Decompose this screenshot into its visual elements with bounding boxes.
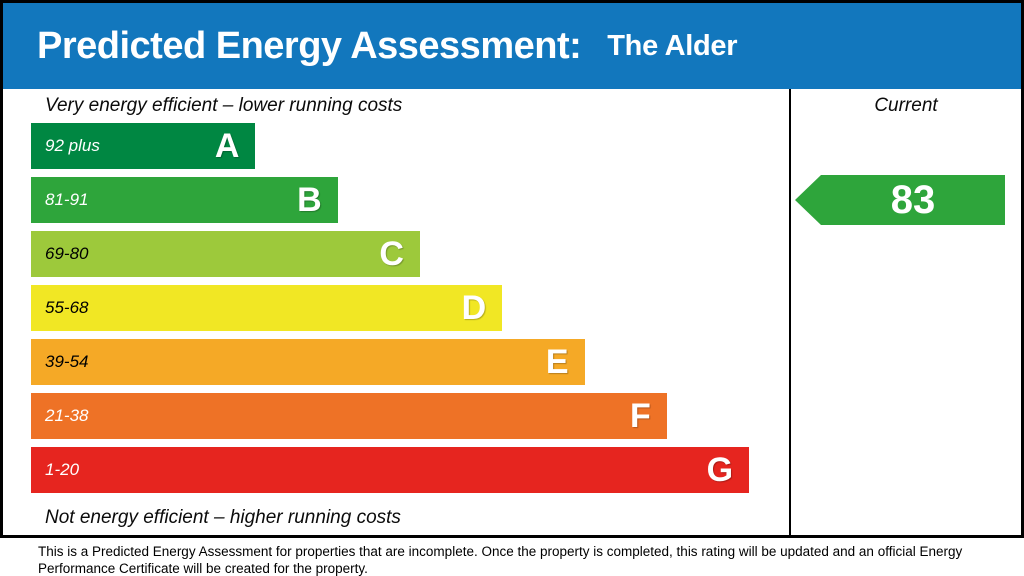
- band-e-letter: E: [545, 343, 569, 381]
- band-c-range: 69-80: [45, 244, 89, 263]
- band-e-range: 39-54: [45, 352, 89, 371]
- band-d-range: 55-68: [45, 298, 89, 317]
- band-a-bar: 92 plus A: [31, 123, 256, 169]
- band-d-letter: D: [461, 289, 487, 327]
- current-rating-arrow-body: 83: [821, 175, 1005, 225]
- band-b-range: 81-91: [45, 190, 89, 209]
- band-row-c: 69-80 C: [31, 231, 779, 285]
- band-a-letter: A: [214, 127, 240, 165]
- current-rating-value: 83: [890, 178, 936, 222]
- band-row-a: 92 plus A: [31, 123, 779, 177]
- band-row-e: 39-54 E: [31, 339, 779, 393]
- band-a-range: 92 plus: [45, 136, 100, 155]
- current-rating-column: Current 83: [789, 89, 1021, 535]
- property-name: The Alder: [607, 29, 738, 62]
- band-c-letter: C: [379, 235, 404, 273]
- band-e-bar: 39-54 E: [31, 339, 585, 385]
- band-g-range: 1-20: [45, 460, 80, 479]
- band-row-g: 1-20 G: [31, 447, 779, 501]
- top-scale-label: Very energy efficient – lower running co…: [45, 95, 403, 116]
- current-column-header: Current: [874, 95, 938, 116]
- band-g-bar: 1-20 G: [31, 447, 750, 493]
- band-g-letter: G: [706, 451, 734, 489]
- band-d-bar: 55-68 D: [31, 285, 503, 331]
- band-c-bar: 69-80 C: [31, 231, 420, 277]
- band-row-f: 21-38 F: [31, 393, 779, 447]
- epc-chart-box: Predicted Energy Assessment: The Alder V…: [0, 0, 1024, 538]
- band-row-b: 81-91 B: [31, 177, 779, 231]
- band-b-letter: B: [297, 181, 322, 219]
- disclaimer-text: This is a Predicted Energy Assessment fo…: [38, 544, 963, 576]
- rating-scale: Very energy efficient – lower running co…: [3, 89, 789, 535]
- band-b-bar: 81-91 B: [31, 177, 338, 223]
- band-f-letter: F: [630, 397, 651, 435]
- header: Predicted Energy Assessment: The Alder: [3, 3, 1021, 89]
- chart-area: Very energy efficient – lower running co…: [3, 89, 1021, 535]
- page-title: Predicted Energy Assessment:: [37, 24, 582, 67]
- current-rating-arrow: 83: [795, 175, 1005, 225]
- arrow-left-point-icon: [795, 175, 821, 225]
- band-row-d: 55-68 D: [31, 285, 779, 339]
- band-f-range: 21-38: [45, 406, 89, 425]
- band-f-bar: 21-38 F: [31, 393, 667, 439]
- bottom-scale-label: Not energy efficient – higher running co…: [45, 507, 401, 528]
